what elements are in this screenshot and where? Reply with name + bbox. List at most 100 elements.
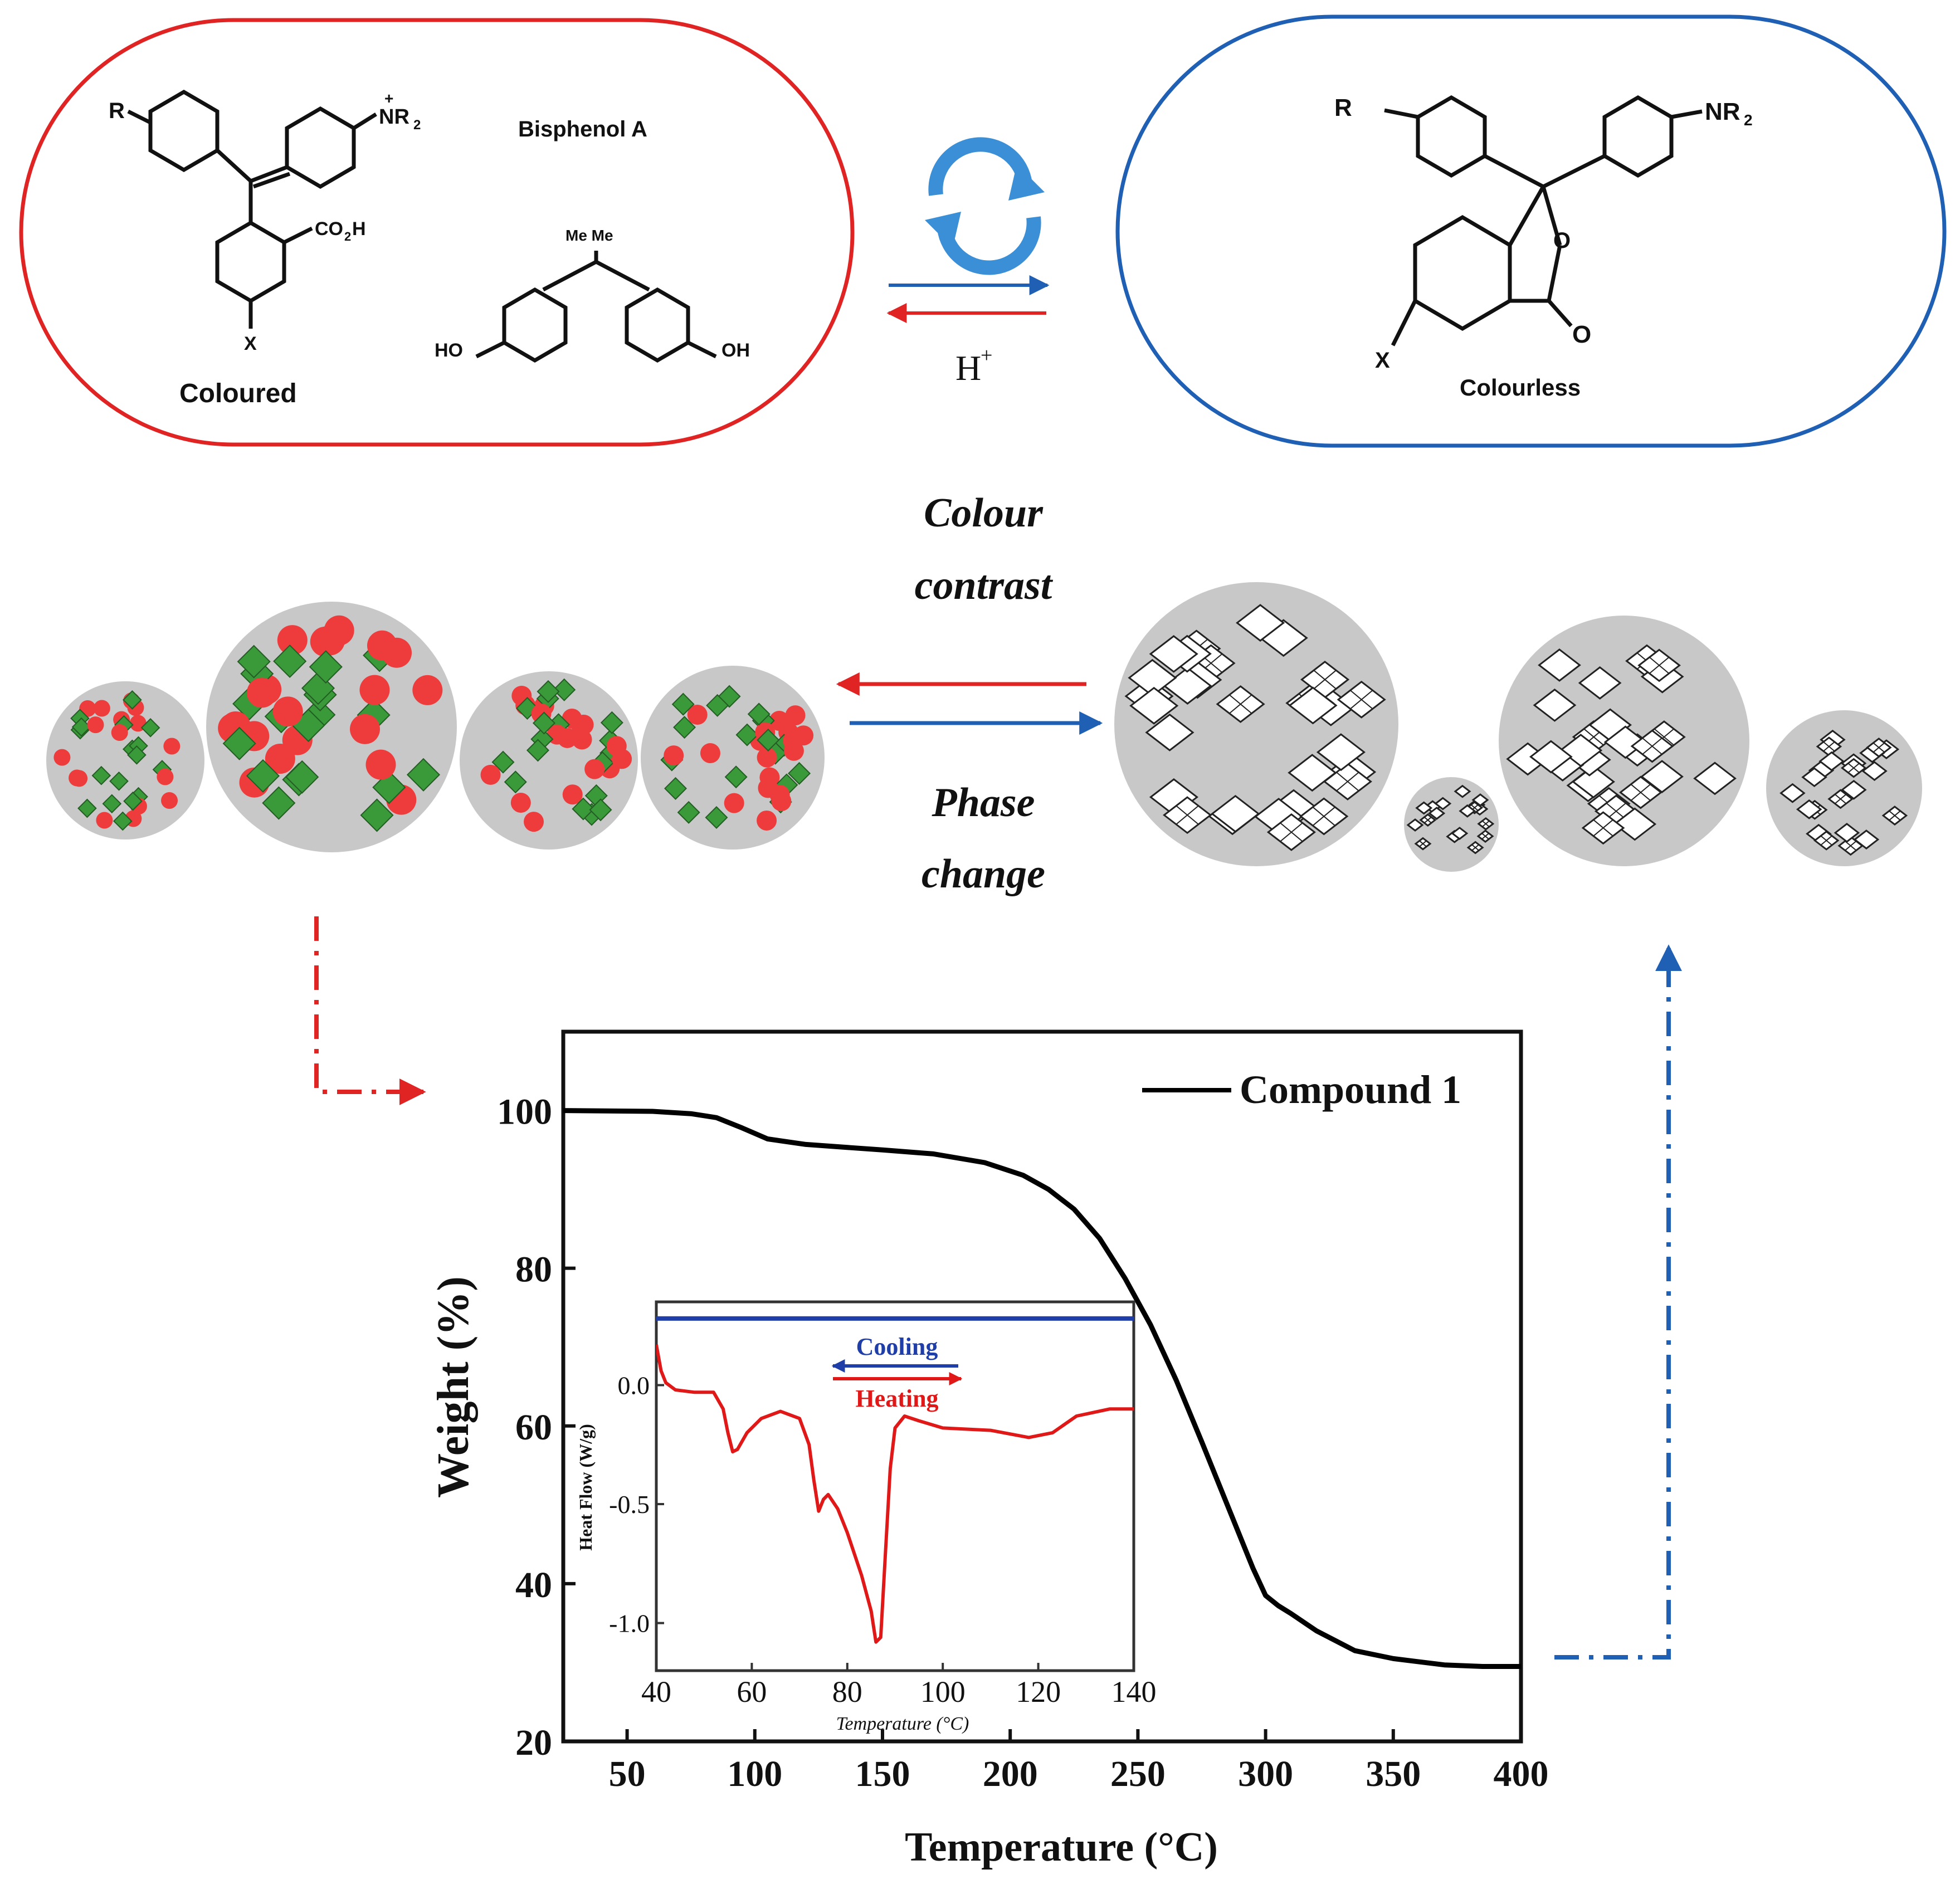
red-dye-dot [769,710,789,731]
x-label: X [244,333,257,354]
green-developer-diamond [673,716,696,739]
tga-y-tick-label: 80 [515,1250,552,1290]
white-crystal-diamond [1211,794,1260,833]
green-developer-diamond [589,798,612,822]
red-dye-dot [480,764,501,785]
green-developer-diamond [724,765,748,789]
white-crystal-diamond [1451,827,1469,840]
green-developer-diamond [360,798,394,832]
refresh-cycle-icon [925,137,1045,275]
red-dye-dot [687,705,708,725]
dsc-y-tick-label: -0.5 [609,1490,650,1519]
dsc-x-tick-label: 40 [641,1675,671,1709]
change-label: change [922,851,1045,897]
dsc-x-axis: 40 60 80 100 120 140 [641,1663,1157,1709]
dsc-x-tick-label: 80 [832,1675,862,1709]
dsc-y-axis: 0.0 -0.5 -1.0 [609,1371,664,1638]
red-dye-dot [785,705,806,726]
svg-text:H: H [352,218,366,240]
red-dye-dot [71,770,88,787]
crystal-cross [1873,743,1885,753]
tga-x-tick-label: 400 [1494,1754,1549,1794]
white-crystal-diamond [1841,779,1867,800]
crystal-cross [1350,690,1373,709]
white-crystal-diamond [1693,762,1737,795]
red-dye-dot [265,744,295,774]
tga-y-tick-label: 40 [515,1565,552,1605]
crystal-cross [1889,811,1901,821]
green-developer-diamond [406,758,441,792]
red-dye-dot [510,792,531,813]
red-dye-dot [93,700,110,717]
white-crystal-diamond [1471,793,1489,807]
tga-y-tick-label: 60 [515,1407,552,1448]
crystal-cross [1229,695,1252,714]
colourless-label: Colourless [1460,374,1581,401]
dsc-x-axis-label: Temperature (°C) [836,1714,969,1734]
crystal-cross [1642,738,1662,755]
tga-x-tick-label: 250 [1110,1754,1166,1794]
green-developer-diamond [600,711,623,734]
bisphenol-a-label: Bisphenol A [518,117,647,141]
white-crystal-diamond [1149,635,1198,673]
tga-x-tick-label: 200 [983,1754,1038,1794]
crystal-cross [1314,670,1336,689]
white-crystal-diamond [1529,740,1573,774]
green-developer-diamond [788,762,811,785]
crystal-cross [1835,794,1846,804]
green-developer-diamond [735,723,759,746]
green-developer-diamond [222,726,256,760]
reaction-scheme: R NR 2 + CO 2 H X Coloured Bisphenol A M… [19,14,1947,448]
dsc-cooling-annotation: Cooling [856,1333,938,1360]
white-crystal-diamond [1538,648,1581,682]
green-developer-diamond [526,739,549,762]
tga-x-tick-label: 100 [727,1754,782,1794]
svg-text:+: + [384,90,393,107]
red-dye-dot [350,714,381,744]
crystal-cross [1313,807,1335,826]
coloured-form-panel [19,18,855,447]
tga-x-axis-label: Temperature (°C) [905,1824,1218,1870]
tga-x-tick-label: 150 [855,1754,910,1794]
green-developer-diamond [71,717,91,737]
green-developer-diamond [553,678,576,701]
white-crystal-diamond [1415,801,1433,815]
crystal-cross [1481,833,1489,839]
red-dye-dot [96,812,113,829]
red-dye-dot [724,793,744,813]
white-crystal-diamond [1236,604,1285,642]
green-developer-diamond [285,760,319,794]
svg-text:CO: CO [315,218,343,240]
green-developer-diamond [537,680,560,703]
white-crystal-diamond [1316,733,1366,772]
green-developer-diamond [309,650,343,684]
crystal-cross [1820,836,1832,846]
acid-label: H + [955,344,992,388]
dsc-x-tick-label: 60 [737,1675,767,1709]
green-developer-diamond [572,797,595,821]
x-label-right: X [1375,348,1390,373]
tga-y-tick-label: 100 [497,1092,552,1133]
dsc-x-tick-label: 140 [1111,1675,1157,1709]
tga-chart: 50 100 150 200 250 300 350 400 20 40 60 80 100 Temp… [429,1029,1549,1870]
coloured-label: Coloured [179,379,297,408]
crystal-cross [1847,763,1860,773]
tga-x-tick-label: 350 [1366,1754,1421,1794]
red-dye-dot [757,810,777,831]
tga-x-tick-label: 50 [609,1754,646,1794]
green-developer-diamond [504,770,527,794]
green-developer-diamond [91,765,111,785]
white-crystal-diamond [1801,767,1827,788]
red-dye-dot [700,743,720,764]
green-developer-diamond [262,786,296,820]
tga-legend: Compound 1 [1142,1067,1461,1112]
svg-text:2: 2 [1744,111,1753,129]
tga-legend-label: Compound 1 [1240,1067,1461,1112]
white-crystal-diamond [1406,818,1424,832]
ho-label: HO [435,340,463,361]
red-dye-dot [664,745,684,766]
crystal-cross [1337,772,1359,791]
red-dye-dot [572,729,592,750]
green-developer-diamond [127,745,147,765]
r-label: R [109,99,125,123]
